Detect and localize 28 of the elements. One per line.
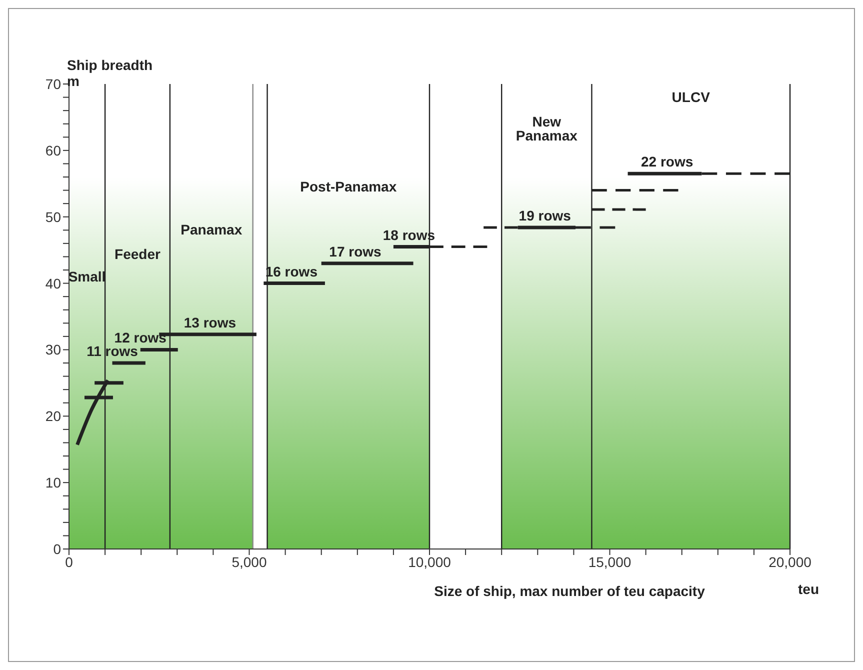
band-label: New Panamax xyxy=(516,114,578,144)
annotation: 11 rows xyxy=(86,343,138,359)
annotation: 19 rows xyxy=(518,207,572,224)
y-tick-label: 70 xyxy=(45,76,62,92)
y-tick-label: 20 xyxy=(45,408,62,424)
band-label: Feeder xyxy=(114,246,161,262)
band-label: Panamax xyxy=(180,222,242,238)
x-axis-title: Size of ship, max number of teu capacity xyxy=(433,583,706,599)
y-tick-label: 0 xyxy=(53,540,62,557)
band-label: Post-Panamax xyxy=(300,178,397,194)
y-tick-label: 30 xyxy=(45,342,62,358)
x-tick-label: 20,000 xyxy=(768,554,812,570)
annotation: 17 rows xyxy=(329,243,382,260)
y-tick-label: 10 xyxy=(45,474,62,491)
y-tick-label: 40 xyxy=(45,275,62,292)
y-axis-title: Ship breadth m xyxy=(67,57,153,89)
x-tick-label: 0 xyxy=(65,554,74,570)
x-tick-label: 5,000 xyxy=(232,554,267,570)
y-tick-label: 50 xyxy=(45,208,62,225)
x-tick-label: 10,000 xyxy=(408,554,452,570)
text: teu xyxy=(798,581,819,597)
annotation: 22 rows xyxy=(641,154,694,170)
band-label: Small xyxy=(68,268,106,285)
annotation: 13 rows xyxy=(184,314,236,330)
y-tick-label: 60 xyxy=(45,142,62,158)
annotation: 12 rows xyxy=(114,330,167,346)
band-label: ULCV xyxy=(672,89,711,106)
x-tick-label: 15,000 xyxy=(588,554,632,570)
